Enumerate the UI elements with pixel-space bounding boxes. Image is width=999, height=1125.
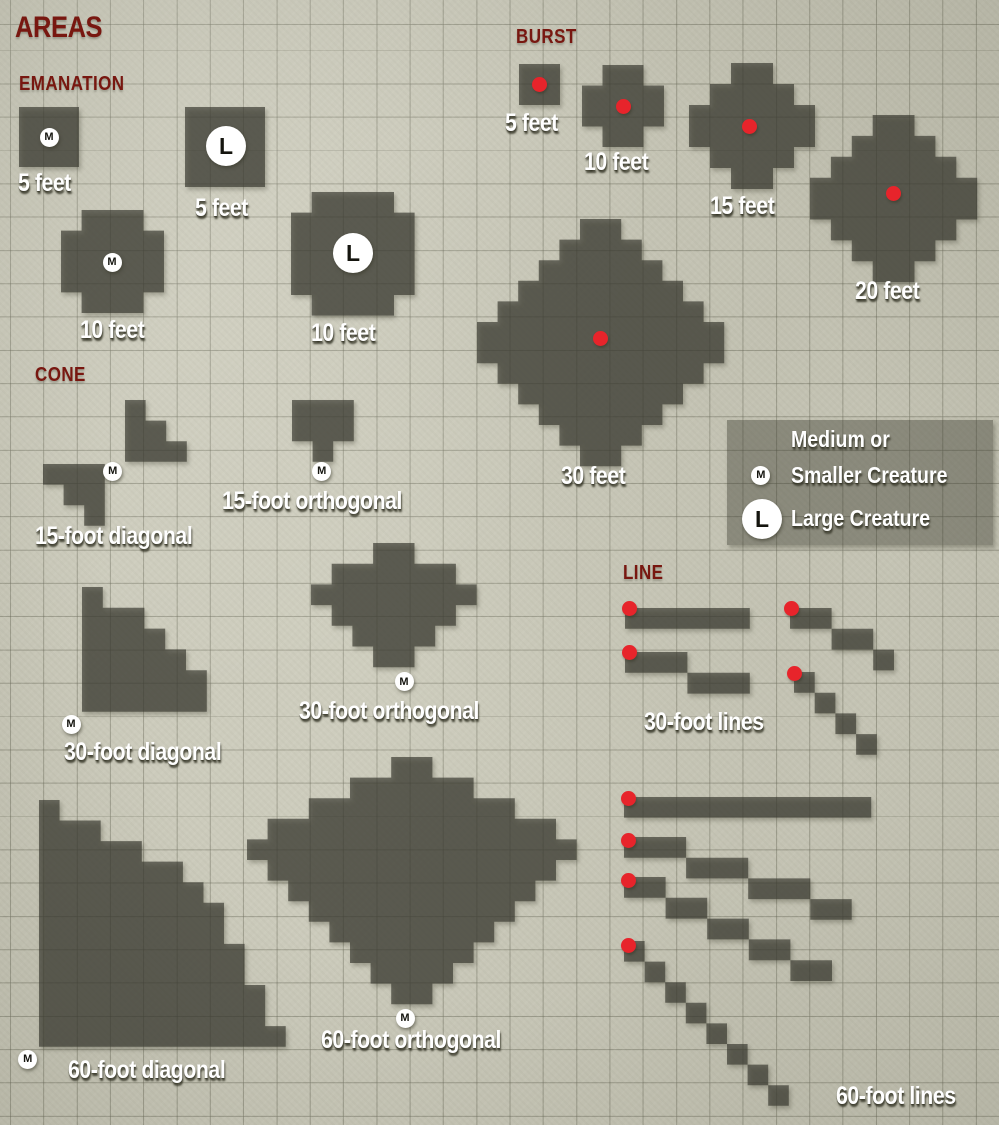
cone-15ft-diagonal-upper-shape-path [125,400,187,462]
token-large-emanation-5ft: L [206,126,246,166]
label-cone-15ft-orthogonal: 15-foot orthogonal [222,487,403,515]
line-60ft-diagonal-steep-shape-path [623,941,789,1106]
label-emanation-5ft-large: 5 feet [195,194,248,222]
line-30ft-straight-shape-path [625,608,750,630]
label-emanation-10ft-large: 10 feet [311,319,376,347]
line-60ft-stepped-origin-dot [620,832,636,848]
label-cone-60ft-diagonal: 60-foot diagonal [68,1056,226,1084]
label-burst-15ft: 15 feet [710,192,775,220]
line-30ft-diagonal-shallow-shape [790,608,894,671]
line-60ft-straight-shape [623,796,871,818]
label-burst-20ft: 20 feet [855,277,920,305]
line-30ft-diagonal-steep-shape-path [794,671,877,755]
legend-large-token-letter: L [754,505,770,532]
line-60ft-stepped-shape [623,836,852,920]
token-medium-cone-15ft-diagonal: M [103,461,123,481]
label-cone-60ft-orthogonal: 60-foot orthogonal [321,1026,502,1054]
line-30ft-stepped-shape-path [625,651,750,694]
cone-15ft-diagonal-lower-shape-path [42,464,105,526]
token-medium-cone-30ft-orthogonal: M [394,672,414,692]
legend-large-token: L [742,499,782,539]
legend-medium-token: M [751,465,771,485]
line-60ft-diagonal-medium-shape-path [623,876,832,981]
label-cone-15ft-diagonal: 15-foot diagonal [35,522,193,550]
cone-60ft-orthogonal-shape [246,756,577,1004]
section-line: LINE [623,562,664,584]
line-30ft-diagonal-steep-shape [794,671,877,755]
cone-30ft-orthogonal-shape-path [311,543,477,668]
label-burst-30ft: 30 feet [561,462,626,490]
cone-15ft-diagonal-lower-shape [42,464,105,526]
legend-box: M L Medium or Smaller Creature Large Cre… [727,420,993,545]
burst-10ft-origin-dot [615,98,631,114]
line-60ft-diagonal-steep-origin-dot [620,937,636,953]
legend-medium-label-line1: Medium or [791,426,890,452]
legend-medium-token-letter: M [756,469,766,482]
cone-30ft-diagonal-shape-path [81,587,207,712]
label-burst-5ft: 5 feet [505,109,558,137]
line-30ft-straight-shape [625,608,750,630]
section-emanation: EMANATION [19,73,125,95]
burst-15ft-origin-dot [742,119,757,134]
token-medium-cone-30ft-diagonal: M [61,714,81,734]
line-60ft-diagonal-steep-shape [623,941,789,1106]
line-60ft-diagonal-medium-origin-dot [620,872,636,888]
token-large-emanation-10ft: L [333,233,373,273]
label-cone-30ft-orthogonal: 30-foot orthogonal [299,697,480,725]
label-emanation-10ft-medium: 10 feet [80,316,145,344]
section-cone: CONE [35,364,86,386]
cone-60ft-diagonal-shape [39,800,286,1047]
burst-5ft-origin-dot [531,77,547,92]
cone-15ft-orthogonal-shape-path [291,400,354,462]
line-30ft-diagonal-steep-origin-dot [786,665,802,681]
cone-30ft-diagonal-shape [81,587,207,712]
line-60ft-straight-shape-path [623,796,871,818]
label-emanation-5ft-medium: 5 feet [18,169,71,197]
cone-15ft-diagonal-upper-shape [125,400,187,462]
page-title: AREAS [15,11,103,44]
line-30ft-straight-origin-dot [621,600,637,616]
token-medium-cone-15ft-orthogonal: M [312,461,332,481]
section-burst: BURST [516,26,577,48]
legend-large-label: Large Creature [791,505,931,531]
line-30ft-diagonal-shallow-shape-path [790,608,894,671]
line-30ft-stepped-origin-dot [621,644,637,660]
line-60ft-straight-origin-dot [620,790,636,806]
line-30ft-diagonal-shallow-origin-dot [783,600,799,616]
cone-60ft-orthogonal-shape-path [246,756,577,1004]
label-line-30ft: 30-foot lines [644,708,764,736]
line-60ft-diagonal-medium-shape [623,876,832,981]
token-medium-cone-60ft-diagonal: M [18,1049,38,1069]
burst-30ft-origin-dot [592,330,608,346]
legend-medium-label-line2: Smaller Creature [791,462,948,488]
token-medium-emanation-5ft: M [39,127,59,147]
label-cone-30ft-diagonal: 30-foot diagonal [64,738,222,766]
label-line-60ft: 60-foot lines [836,1082,956,1110]
cone-60ft-diagonal-shape-path [39,800,286,1047]
burst-20ft-origin-dot [886,185,901,201]
label-burst-10ft: 10 feet [584,148,649,176]
token-medium-emanation-10ft: M [102,252,122,272]
cone-15ft-orthogonal-shape [291,400,354,462]
cone-30ft-orthogonal-shape [311,543,477,668]
token-medium-cone-60ft-orthogonal: M [395,1008,415,1028]
line-30ft-stepped-shape [625,651,750,694]
